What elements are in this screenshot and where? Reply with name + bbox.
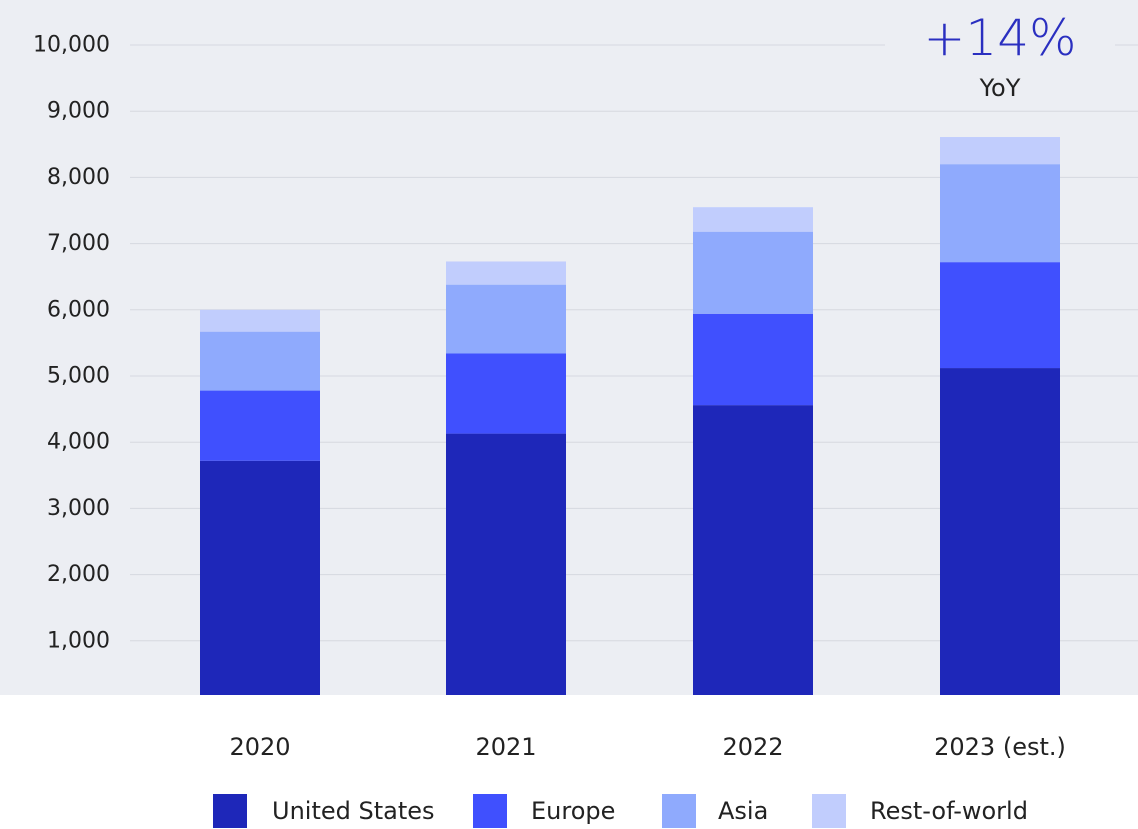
bar-segment-rest-of-world [693,207,813,232]
bar-stack [940,137,1060,695]
y-axis-tick-labels: 1,000 2,000 3,000 4,000 5,000 6,000 7,000 8,000… [33,33,110,654]
y-tick-label: 7,000 [47,231,110,256]
bar-segment-asia [200,331,320,391]
legend-label-rest-of-world: Rest-of-world [870,797,1028,825]
bar-segment-rest-of-world [446,261,566,285]
y-tick-label: 5,000 [47,364,110,389]
bar-segment-united-states [200,460,320,695]
bar-segment-rest-of-world [940,137,1060,165]
bar-segment-united-states [940,368,1060,695]
y-tick-label: 2,000 [47,562,110,587]
bars [200,137,1060,695]
bar-segment-asia [446,284,566,354]
y-tick-label: 9,000 [47,99,110,124]
bar-segment-europe [446,353,566,434]
y-tick-label: 1,000 [47,628,110,653]
legend-swatch-rest-of-world [812,794,846,828]
bar-stack [446,261,566,695]
bar-segment-europe [200,390,320,461]
legend-swatch-asia [662,794,696,828]
legend: United States Europe Asia Rest-of-world [213,794,1028,828]
bar-stack [200,309,320,695]
x-category-label: 2020 [229,733,290,761]
y-tick-label: 3,000 [47,496,110,521]
legend-label-united-states: United States [272,797,435,825]
x-category-label: 2022 [722,733,783,761]
annotation-percent: +14% [923,9,1076,67]
x-category-label: 2021 [475,733,536,761]
bar-segment-united-states [446,433,566,695]
bar-stack [693,207,813,695]
bar-segment-asia [693,231,813,314]
legend-swatch-united-states [213,794,247,828]
bar-segment-europe [940,262,1060,369]
annotation-label: YoY [979,74,1021,102]
yoy-annotation: +14% YoY [885,0,1115,105]
x-axis-category-labels: 2020 2021 2022 2023 (est.) [229,733,1065,761]
bar-segment-asia [940,164,1060,263]
annotation-background [885,0,1115,105]
y-tick-label: 4,000 [47,430,110,455]
bar-segment-europe [693,313,813,406]
legend-label-europe: Europe [531,797,615,825]
y-tick-label: 8,000 [47,165,110,190]
x-category-label: 2023 (est.) [934,733,1066,761]
bar-segment-united-states [693,405,813,695]
bar-segment-rest-of-world [200,309,320,332]
legend-label-asia: Asia [718,797,768,825]
legend-swatch-europe [473,794,507,828]
y-tick-label: 6,000 [47,297,110,322]
y-tick-label: 10,000 [33,33,110,58]
